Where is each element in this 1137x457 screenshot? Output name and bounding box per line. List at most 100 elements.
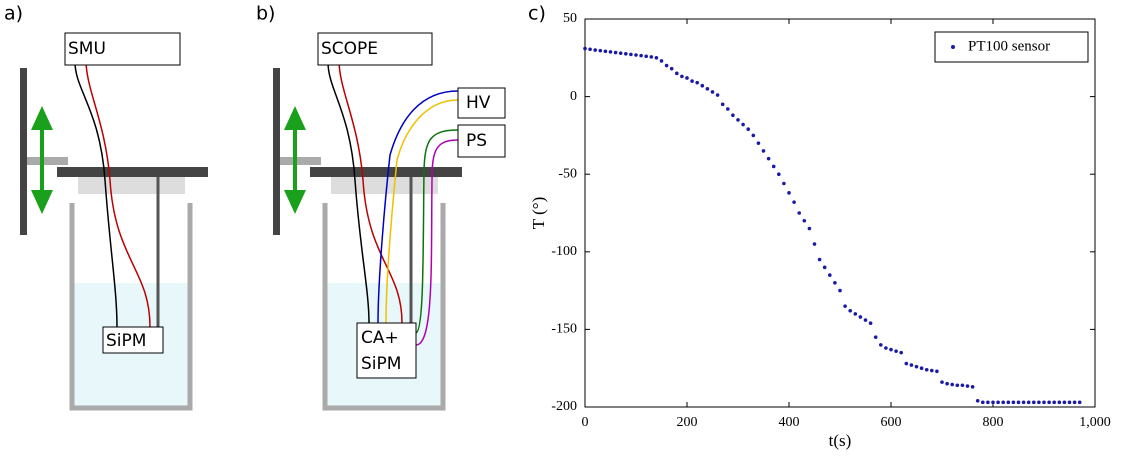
box: [457, 124, 506, 158]
point: [685, 76, 689, 80]
point: [1062, 400, 1067, 405]
point: [909, 363, 914, 367]
box-label: SMU: [68, 39, 106, 59]
point: [924, 367, 929, 372]
point: [930, 368, 934, 373]
point: [955, 383, 960, 388]
plot-frame: [584, 18, 1096, 408]
point: [761, 149, 766, 153]
point: [751, 133, 756, 138]
diagram-a: a) SMU SiPM: [4, 3, 208, 411]
box: [102, 326, 164, 354]
point: [598, 48, 603, 53]
point: [782, 181, 786, 186]
panel-label: b): [256, 3, 275, 25]
point: [965, 384, 970, 388]
point: [613, 50, 618, 55]
point: [710, 90, 715, 94]
point: [828, 273, 832, 277]
point: [644, 54, 648, 59]
point: [624, 51, 628, 56]
bar: [57, 167, 208, 177]
diagram-b: b) SCOPE HV PS CA+ SiPM: [256, 3, 506, 411]
point: [904, 361, 909, 366]
box: [457, 87, 506, 119]
point: [817, 257, 822, 262]
point: [664, 63, 669, 68]
point: [935, 369, 939, 374]
point: [1011, 400, 1016, 405]
point: [720, 102, 725, 107]
y-tick-label: -50: [558, 166, 577, 181]
point: [705, 87, 710, 91]
wire: [338, 59, 403, 324]
point: [1006, 400, 1011, 405]
box-label: PS: [466, 131, 487, 151]
point: [588, 47, 592, 52]
wire: [327, 61, 370, 324]
legend-label: PT100 sensor: [968, 38, 1050, 54]
box-label: SCOPE: [321, 39, 378, 59]
point: [1067, 400, 1072, 405]
point: [1072, 400, 1077, 405]
wall: [20, 68, 27, 235]
point: [608, 50, 613, 54]
shelf: [280, 157, 321, 165]
point: [1026, 400, 1031, 405]
point: [669, 66, 674, 71]
box-label: SiPM: [106, 331, 146, 351]
point: [603, 49, 608, 54]
arrow: [284, 106, 306, 214]
point: [884, 346, 888, 350]
box-label: SiPM: [361, 354, 401, 374]
box: [317, 32, 433, 66]
wire: [415, 129, 459, 334]
y-tick-label: 0: [570, 89, 577, 104]
point: [746, 127, 750, 131]
lid: [331, 177, 438, 194]
box: [64, 32, 181, 66]
point: [618, 51, 623, 55]
point: [629, 52, 633, 57]
point: [797, 211, 801, 215]
point: [787, 191, 791, 195]
point: [1016, 400, 1021, 405]
point: [986, 400, 990, 405]
point: [960, 383, 965, 388]
x-tick-label: 200: [677, 415, 698, 430]
point: [690, 79, 694, 83]
wire: [377, 90, 459, 324]
point: [991, 400, 995, 405]
point: [899, 350, 903, 355]
wall: [273, 68, 280, 235]
y-axis-label: T (°): [529, 197, 548, 229]
point: [1021, 400, 1026, 405]
point: [879, 343, 883, 347]
point: [649, 55, 654, 59]
arrow: [31, 106, 53, 214]
bar: [310, 167, 462, 177]
point: [715, 93, 720, 97]
point: [981, 400, 985, 405]
shelf: [27, 157, 68, 165]
point: [583, 46, 587, 51]
box: [356, 322, 417, 379]
panel-label: a): [4, 3, 23, 25]
point: [945, 381, 949, 386]
x-tick-label: 800: [983, 415, 1004, 430]
point: [731, 113, 735, 118]
point: [680, 74, 684, 79]
point: [889, 347, 893, 352]
x-tick-label: 0: [582, 415, 589, 430]
wire: [74, 61, 118, 328]
wire: [85, 59, 151, 328]
point: [777, 172, 781, 176]
box-label: HV: [466, 93, 491, 113]
point: [1077, 400, 1082, 405]
point: [659, 59, 664, 63]
y-tick-label: -200: [551, 399, 577, 414]
point: [848, 308, 852, 313]
point: [853, 312, 858, 316]
point: [894, 349, 898, 353]
